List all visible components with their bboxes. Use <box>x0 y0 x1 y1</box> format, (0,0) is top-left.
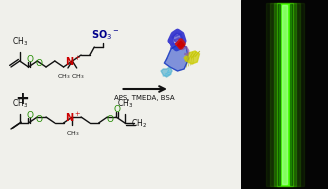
Text: CH$_3$: CH$_3$ <box>12 36 28 48</box>
Bar <box>282 5 287 184</box>
Text: CH$_3$: CH$_3$ <box>12 98 28 110</box>
Text: CH$_3$: CH$_3$ <box>117 98 133 110</box>
Text: CH$_3$: CH$_3$ <box>71 72 85 81</box>
Text: O: O <box>26 54 33 64</box>
Polygon shape <box>177 41 184 48</box>
Polygon shape <box>161 67 172 77</box>
Text: O: O <box>36 115 43 123</box>
Text: +: + <box>15 90 29 108</box>
Polygon shape <box>172 33 183 43</box>
Bar <box>277 3 293 186</box>
Text: CH$_3$: CH$_3$ <box>66 129 79 138</box>
Text: O: O <box>106 115 113 123</box>
Text: O: O <box>26 111 33 119</box>
Bar <box>278 4 291 185</box>
Bar <box>274 3 296 186</box>
Bar <box>277 4 279 185</box>
Bar <box>270 3 299 186</box>
Text: CH$_3$: CH$_3$ <box>57 72 70 81</box>
Text: O: O <box>36 59 43 67</box>
Text: O: O <box>114 105 121 114</box>
Text: APS, TMEDA, BSA: APS, TMEDA, BSA <box>114 95 175 101</box>
Text: CH$_2$: CH$_2$ <box>131 118 147 130</box>
Text: SO$_3$$^-$: SO$_3$$^-$ <box>91 28 119 42</box>
Bar <box>290 4 292 185</box>
Bar <box>266 3 303 186</box>
Text: N$^+$: N$^+$ <box>65 54 82 67</box>
Polygon shape <box>184 51 199 64</box>
Polygon shape <box>164 44 189 71</box>
Text: N$^+$: N$^+$ <box>65 110 82 124</box>
